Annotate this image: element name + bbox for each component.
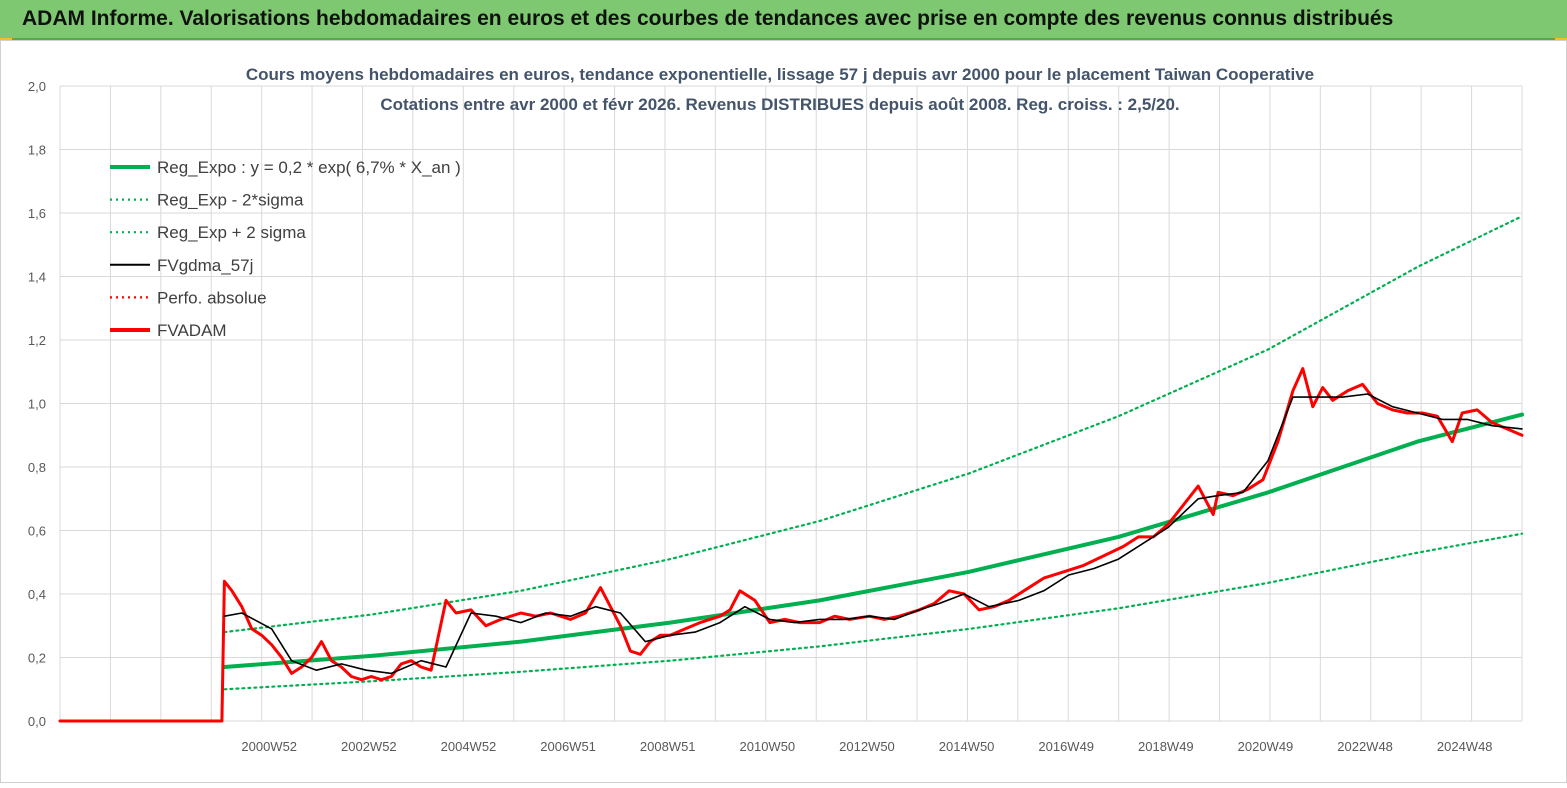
x-tick-label: 2000W52: [241, 739, 297, 754]
x-tick-label: 2012W50: [839, 739, 895, 754]
y-tick-label: 1,8: [28, 143, 46, 158]
chart-area: 0,0 0,2 0,4 0,6 0,8 1,0 1,2 1,4 1,6 1,8 2,0 2000W5…: [0, 40, 1567, 783]
y-tick-label: 0,4: [28, 587, 46, 602]
x-tick-label: 2004W52: [441, 739, 497, 754]
series-reg-exp-2-sigma: [223, 532, 1524, 691]
x-tick-label: 2008W51: [640, 739, 696, 754]
chart-title-line1: Cours moyens hebdomadaires en euros, ten…: [246, 65, 1314, 84]
x-tick-label: 2006W51: [540, 739, 596, 754]
x-tick-label: 2002W52: [341, 739, 397, 754]
x-tick-label: 2014W50: [939, 739, 995, 754]
y-tick-label: 2,0: [28, 79, 46, 94]
line-chart: 0,0 0,2 0,4 0,6 0,8 1,0 1,2 1,4 1,6 1,8 2,0 2000W5…: [0, 40, 1567, 783]
y-tick-label: 1,2: [28, 333, 46, 348]
y-tick-label: 0,6: [28, 524, 46, 539]
page-title: ADAM Informe. Valorisations hebdomadaire…: [22, 7, 1394, 30]
series-fvadam: [58, 367, 1524, 723]
legend-label: FVADAM: [157, 321, 227, 340]
y-tick-label: 0,2: [28, 651, 46, 666]
x-tick-label: 2024W48: [1437, 739, 1493, 754]
y-axis: 0,0 0,2 0,4 0,6 0,8 1,0 1,2 1,4 1,6 1,8 2,0: [28, 79, 46, 729]
series-reg-expo-y-0-2-exp-6-7-x-an: [222, 412, 1524, 669]
series-layer: [58, 215, 1524, 723]
x-tick-label: 2020W49: [1238, 739, 1294, 754]
legend-label: FVgdma_57j: [157, 256, 253, 275]
series-fvgdma-57j: [223, 393, 1523, 675]
x-tick-label: 2016W49: [1038, 739, 1094, 754]
chart-legend: Reg_Expo : y = 0,2 * exp( 6,7% * X_an ) R…: [110, 158, 461, 340]
x-tick-label: 2010W50: [740, 739, 796, 754]
y-tick-label: 1,0: [28, 397, 46, 412]
y-tick-label: 1,4: [28, 270, 46, 285]
header-bar: ADAM Informe. Valorisations hebdomadaire…: [0, 0, 1567, 40]
y-tick-label: 1,6: [28, 206, 46, 221]
legend-label: Perfo. absolue: [157, 288, 267, 307]
x-axis: 2000W52 2002W52 2004W52 2006W51 2008W51 2010W…: [241, 739, 1492, 754]
x-tick-label: 2018W49: [1138, 739, 1194, 754]
legend-label: Reg_Exp + 2 sigma: [157, 223, 306, 242]
legend-label: Reg_Exp - 2*sigma: [157, 191, 304, 210]
x-tick-label: 2022W48: [1337, 739, 1393, 754]
grid-lines: [59, 85, 1523, 722]
chart-title-line2: Cotations entre avr 2000 et févr 2026. R…: [380, 95, 1179, 114]
y-tick-label: 0,8: [28, 460, 46, 475]
legend-label: Reg_Expo : y = 0,2 * exp( 6,7% * X_an ): [157, 158, 461, 177]
y-tick-label: 0,0: [28, 714, 46, 729]
